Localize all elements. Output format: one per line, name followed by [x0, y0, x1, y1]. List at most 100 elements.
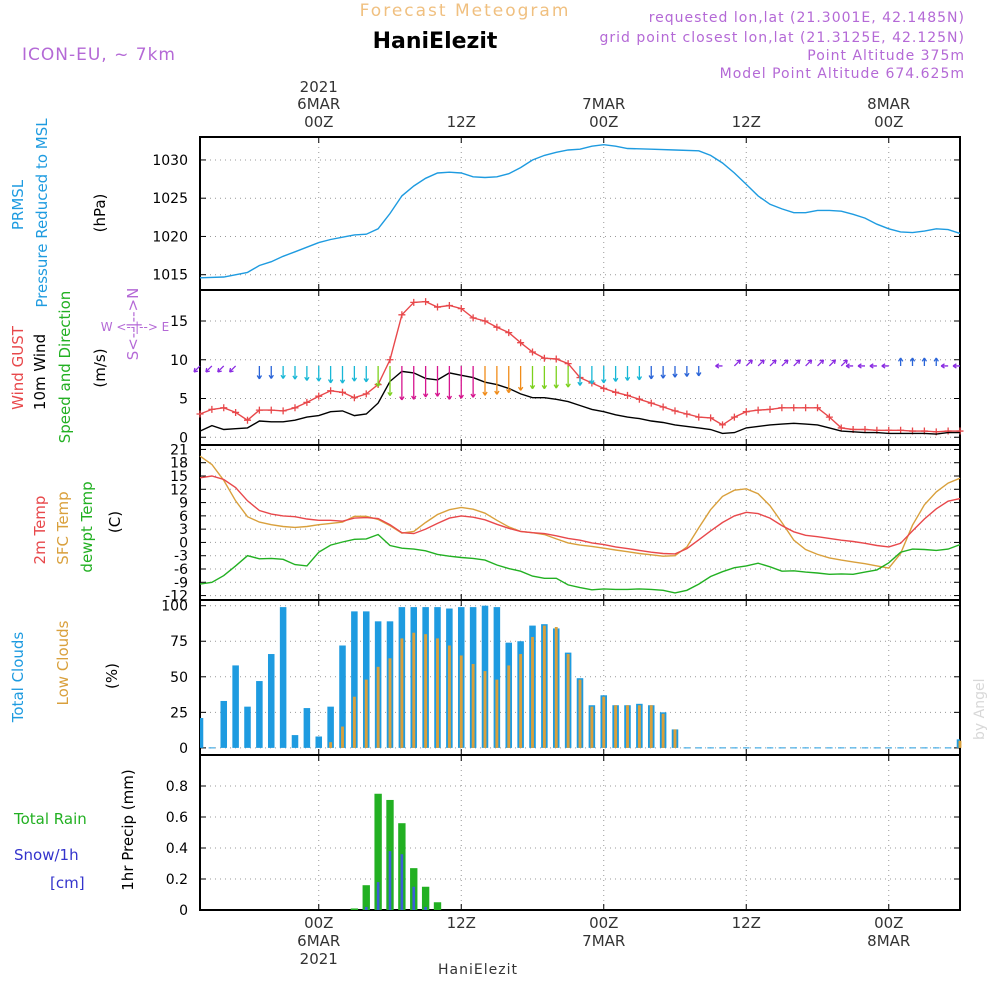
wind-direction-arrow: [363, 365, 369, 383]
bottom-axis-hour: 12Z: [447, 914, 476, 932]
total-cloud-bar: [956, 739, 960, 748]
total-cloud-bar: [327, 706, 334, 748]
wind-direction-arrow: [845, 363, 854, 369]
top-axis-hour: 00Z: [589, 113, 618, 131]
wind-direction-arrow: [612, 365, 619, 382]
wind-direction-arrow: [482, 365, 488, 396]
model-altitude: Model Point Altitude 674.625m: [720, 66, 965, 82]
wind-gust-marker: [434, 303, 441, 311]
precip-axis-label: 1hr Precip (mm): [119, 769, 137, 890]
wind-direction-arrow: [921, 357, 928, 366]
snow-bar: [412, 886, 416, 910]
wind-gust-marker: [267, 406, 275, 414]
requested-location: requested lon,lat (21.3001E, 42.1485N): [649, 10, 965, 26]
wind-direction-arrow: [897, 357, 904, 366]
wind-gust-marker: [469, 314, 477, 322]
low-cloud-bar: [459, 655, 463, 748]
pressure-sublabel: Pressure Reduced to MSL: [33, 118, 51, 308]
wind-gust-marker: [279, 407, 287, 415]
wind-10m-label: 10m Wind: [31, 334, 49, 410]
low-cloud-bar: [531, 636, 534, 748]
rain-bar: [362, 885, 370, 910]
wind-gust-label: Wind GUST: [9, 325, 27, 410]
wind-direction-arrow: [660, 365, 666, 379]
wind-gust-marker: [683, 410, 691, 418]
bottom-axis-hour: 00Z: [304, 914, 333, 932]
wind-direction-arrow: [672, 365, 678, 378]
pressure-line: [199, 143, 961, 279]
low-cloud-bar: [661, 713, 665, 748]
y-tick-label: 0: [179, 741, 188, 757]
wind-gust-marker: [410, 298, 418, 306]
wind-direction-arrow: [553, 365, 559, 389]
y-tick-label: 15: [170, 469, 188, 485]
wind-direction-arrow: [422, 365, 429, 398]
wind-unit: (m/s): [91, 348, 109, 387]
low-cloud-bar: [637, 705, 641, 748]
low-cloud-bar: [578, 679, 582, 748]
wind-direction-arrow: [715, 363, 723, 369]
wind-gust-marker: [422, 298, 430, 306]
wind-gust-marker: [255, 406, 263, 414]
snow-bar: [424, 906, 427, 910]
rain-bar: [374, 793, 382, 910]
station-name: HaniElezit: [373, 29, 498, 54]
wind-direction-arrow: [828, 359, 837, 367]
temp-sfc-label: SFC Temp: [54, 491, 72, 564]
wind-gust-marker: [481, 317, 489, 325]
low-cloud-bar: [495, 679, 499, 748]
wind-gust-marker: [529, 348, 536, 356]
y-tick-label: 5: [179, 392, 188, 408]
clouds-panel: 0 25 50 75 100: [161, 599, 962, 757]
wind-direction-arrow: [339, 365, 346, 384]
wind-direction-arrow: [577, 365, 583, 386]
wind-direction-arrow: [193, 365, 201, 373]
wind-gust-marker: [315, 392, 323, 400]
temp-2m-line: [199, 475, 961, 555]
low-cloud-bar: [614, 705, 618, 748]
y-tick-label: 50: [170, 670, 188, 686]
rain-bar: [421, 886, 430, 910]
total-cloud-bar: [351, 611, 358, 748]
wind-gust-marker: [778, 404, 786, 412]
y-tick-label: 25: [170, 705, 188, 721]
wind-direction-arrow: [304, 365, 310, 381]
watermark: by Angel: [972, 679, 988, 740]
wind-gust-marker: [825, 413, 833, 421]
low-cloud-bar: [519, 654, 523, 748]
wind-direction-arrow: [909, 357, 916, 366]
temp-2m-label: 2m Temp: [31, 496, 49, 565]
wind-direction-arrow: [869, 363, 877, 369]
wind-direction-arrow: [529, 365, 536, 390]
wind-direction-arrow: [256, 365, 263, 380]
top-axis-year: 2021: [300, 78, 338, 96]
y-tick-label: 1025: [152, 191, 188, 207]
bottom-axis-date: 8MAR: [867, 932, 910, 950]
y-tick-label: -12: [165, 589, 188, 605]
top-axis-hour: 12Z: [447, 113, 476, 131]
y-tick-label: 0.2: [166, 872, 188, 888]
low-cloud-bar: [507, 665, 511, 748]
wind-gust-marker: [612, 388, 620, 396]
wind-direction-arrow: [757, 359, 765, 367]
wind-gust-marker: [244, 416, 251, 424]
wind-direction-arrow: [840, 359, 848, 367]
low-cloud-bar: [447, 645, 451, 748]
wind-gust-marker: [695, 413, 703, 421]
wind-direction-arrow: [684, 365, 690, 377]
wind-gust-marker: [814, 404, 821, 412]
total-cloud-bar: [291, 735, 299, 748]
wind-direction-arrow: [458, 365, 464, 399]
low-cloud-bar: [341, 726, 344, 748]
wind-gust-marker: [635, 395, 643, 403]
wind-gust-marker: [350, 394, 358, 402]
low-cloud-bar: [388, 658, 392, 748]
wind-compass-we: W <--|--> E: [101, 320, 170, 334]
y-tick-label: 18: [170, 456, 188, 472]
low-cloud-bar: [352, 696, 356, 748]
pressure-label: PRMSL: [9, 179, 27, 230]
wind-gust-marker: [944, 427, 952, 435]
y-tick-label: 1020: [152, 229, 188, 245]
y-tick-label: 0: [179, 535, 188, 551]
footer-station: HaniElezit: [438, 962, 518, 978]
